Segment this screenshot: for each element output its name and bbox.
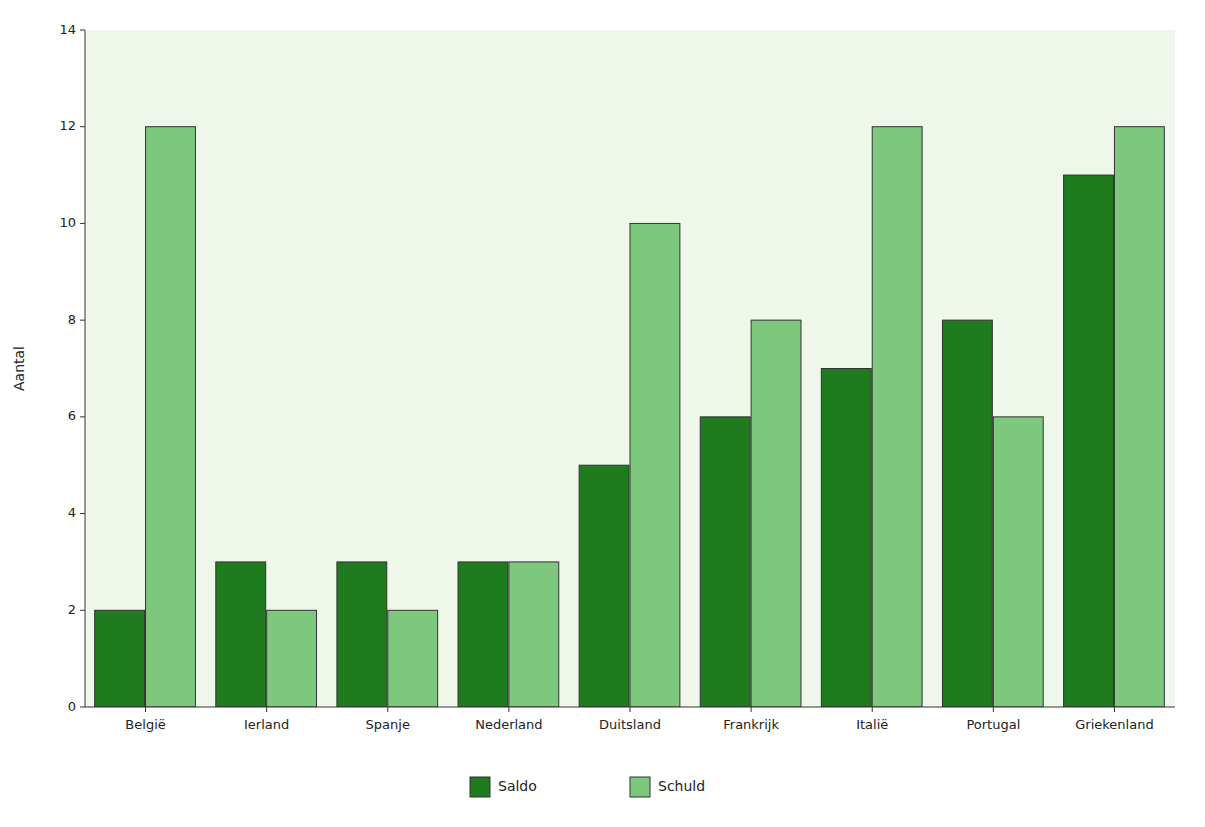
x-tick-label: Portugal — [966, 717, 1020, 732]
y-tick-label: 10 — [59, 215, 76, 230]
y-tick — [80, 513, 85, 514]
y-tick — [80, 416, 85, 417]
y-tick-label: 6 — [68, 408, 76, 423]
x-tick-label: Duitsland — [599, 717, 661, 732]
x-tick — [145, 707, 146, 712]
bar — [267, 610, 317, 707]
plot-background — [85, 30, 1175, 707]
x-tick-label: België — [125, 717, 165, 732]
y-tick — [80, 610, 85, 611]
chart-svg: 0 2 4 6 8 10 12 14 België Ierland Spanje Nederland D… — [0, 0, 1205, 827]
x-tick — [266, 707, 267, 712]
bar — [751, 320, 801, 707]
y-tick — [80, 30, 85, 31]
bar — [216, 562, 266, 707]
x-tick — [751, 707, 752, 712]
bar — [388, 610, 438, 707]
x-tick-label: Griekenland — [1075, 717, 1153, 732]
x-tick — [872, 707, 873, 712]
chart-container: 0 2 4 6 8 10 12 14 België Ierland Spanje Nederland D… — [0, 0, 1205, 827]
bar — [509, 562, 559, 707]
x-tick — [387, 707, 388, 712]
y-tick — [80, 320, 85, 321]
bar — [337, 562, 387, 707]
bar — [95, 610, 145, 707]
y-tick-label: 8 — [68, 312, 76, 327]
bar — [993, 417, 1043, 707]
bar — [1064, 175, 1114, 707]
x-tick-label: Ierland — [244, 717, 289, 732]
x-tick-label: Spanje — [366, 717, 410, 732]
bar — [872, 127, 922, 707]
x-tick-label: Italië — [856, 717, 888, 732]
x-tick — [630, 707, 631, 712]
x-tick — [1114, 707, 1115, 712]
bar — [1114, 127, 1164, 707]
y-tick — [80, 223, 85, 224]
x-tick — [993, 707, 994, 712]
y-tick — [80, 707, 85, 708]
x-tick-label: Frankrijk — [723, 717, 779, 732]
bar — [630, 223, 680, 707]
legend-swatch — [630, 777, 650, 797]
bar — [579, 465, 629, 707]
bar — [458, 562, 508, 707]
legend-label: Saldo — [498, 778, 537, 794]
y-tick-label: 2 — [68, 602, 76, 617]
y-tick-label: 12 — [59, 118, 76, 133]
legend-swatch — [470, 777, 490, 797]
bars — [95, 127, 1165, 707]
y-tick-label: 4 — [68, 505, 76, 520]
x-tick-label: Nederland — [475, 717, 542, 732]
bar — [942, 320, 992, 707]
y-tick — [80, 126, 85, 127]
bar — [146, 127, 196, 707]
legend: Saldo Schuld — [470, 777, 705, 797]
bar — [821, 369, 871, 708]
legend-label: Schuld — [658, 778, 705, 794]
y-axis-label: Aantal — [11, 346, 27, 391]
y-tick-label: 14 — [59, 22, 76, 37]
y-axis-line — [85, 30, 86, 707]
bar — [700, 417, 750, 707]
x-tick — [508, 707, 509, 712]
y-tick-label: 0 — [68, 699, 76, 714]
